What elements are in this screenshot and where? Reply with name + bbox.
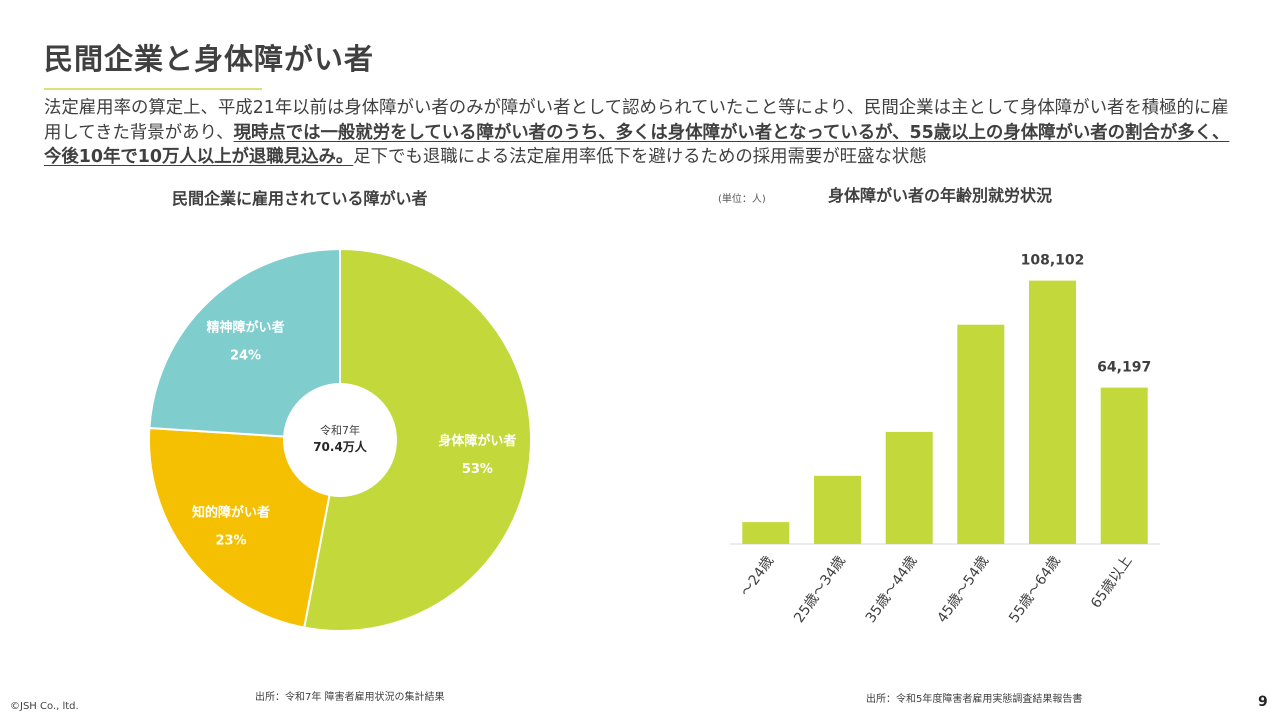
page-number: 9 (1258, 694, 1268, 710)
bar-chart-title: 身体障がい者の年齢別就労状況 (828, 186, 1053, 205)
pie-slice-value-physical: 53% (462, 462, 493, 477)
copyright: ©JSH Co., ltd. (10, 701, 79, 712)
bar-5 (1029, 280, 1076, 544)
pie-slice-mental (148, 247, 341, 442)
bar-data-label-5: 108,102 (1021, 253, 1085, 269)
bar-tick-label-4: 45歳～54歳 (934, 553, 992, 626)
bar-1 (742, 522, 790, 544)
bar-3 (885, 431, 933, 544)
intro-text-after: 足下でも退職による法定雇用率低下を避けるための採用需要が旺盛な状態 (353, 147, 927, 167)
bar-chart-unit: (単位：人) (718, 194, 766, 205)
pie-slice-intellectual (148, 426, 342, 629)
bar-4 (957, 324, 1005, 544)
bar-tick-label-3: 35歳～44歳 (863, 553, 921, 626)
bar-6 (1100, 387, 1148, 544)
bar-chart: ～24歳 25歳～34歳 35歳～44歳 45歳～54歳 108,102 55歳～64歳 6… (730, 253, 1160, 626)
bar-tick-label-1: ～24歳 (738, 553, 777, 600)
pie-chart-source: 出所：令和7年 障害者雇用状況の集計結果 (255, 692, 445, 703)
pie-slice-label-mental: 精神障がい者 (206, 319, 284, 335)
bar-2 (814, 475, 861, 544)
bar-data-label-6: 64,197 (1097, 360, 1151, 376)
intro-text-before: 法定雇用率の算定上、平成21年以前は身体障がい者のみが障がい者として認められてい… (44, 98, 1229, 143)
intro-text-emphasis: 現時点では一般就労をしている障がい者のうち、多くは身体障がい者となっているが、5… (44, 122, 1230, 168)
pie-slice-label-physical: 身体障がい者 (438, 433, 516, 449)
pie-slice-physical (303, 247, 532, 632)
pie-slice-value-intellectual: 23% (215, 534, 246, 549)
pie-center-hole (283, 383, 397, 497)
pie-center-total: 70.4万人 (313, 439, 368, 454)
pie-slice-value-mental: 24% (230, 348, 261, 363)
pie-chart-title: 民間企業に雇用されている障がい者 (172, 189, 428, 208)
page-title: 民間企業と身体障がい者 (44, 42, 375, 76)
bar-tick-label-6: 65歳以上 (1088, 553, 1135, 611)
bar-tick-label-2: 25歳～34歳 (791, 553, 849, 626)
pie-chart: 身体障がい者 53% 知的障がい者 23% 精神障がい者 24% 令和7年 70.4万人 (148, 247, 532, 632)
bar-tick-label-5: 55歳～64歳 (1006, 553, 1064, 626)
intro-paragraph: 法定雇用率の算定上、平成21年以前は身体障がい者のみが障がい者として認められてい… (44, 96, 1239, 170)
title-underline (44, 88, 262, 90)
pie-slice-label-intellectual: 知的障がい者 (192, 505, 270, 521)
pie-center-year: 令和7年 (320, 423, 360, 437)
bar-chart-source: 出所：令和5年度障害者雇用実態調査結果報告書 (866, 694, 1083, 705)
